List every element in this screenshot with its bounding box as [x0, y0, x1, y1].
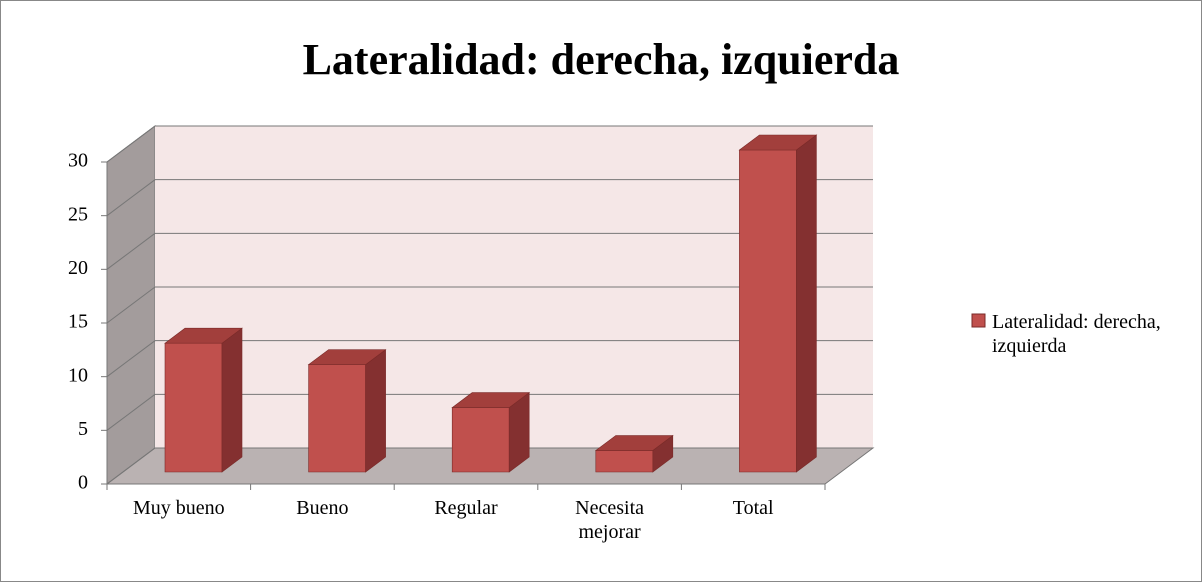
bar-side: [796, 134, 817, 473]
grid-line: [106, 393, 156, 431]
y-tick-label: 25: [68, 203, 88, 225]
bar-front: [595, 450, 654, 473]
grid-line: [106, 286, 156, 324]
grid-line: [106, 340, 156, 378]
x-tick-label: Muy bueno: [132, 497, 225, 519]
bar-top: [594, 435, 674, 451]
bar-top: [738, 134, 818, 151]
y-tick-label: 5: [78, 418, 88, 440]
bar-front: [451, 407, 510, 473]
x-tick-label: Regular: [434, 497, 498, 519]
x-tick-label: Necesita mejorar: [575, 497, 645, 543]
x-tick-label: Total: [732, 497, 774, 519]
y-tick-label: 20: [68, 257, 88, 279]
bar-top: [307, 349, 387, 365]
bar-front: [308, 364, 366, 473]
bar: [738, 134, 818, 473]
grid-line: [106, 232, 156, 270]
bar: [451, 392, 531, 473]
y-tick-label: 10: [68, 364, 88, 386]
y-tick-label: 0: [78, 472, 88, 494]
bar-top: [451, 392, 531, 408]
x-tick-label: Bueno: [296, 497, 349, 519]
bar-side: [365, 349, 386, 473]
grid-line: [106, 125, 156, 163]
bar: [307, 349, 387, 473]
y-tick-label: 30: [68, 150, 88, 172]
bar-side: [221, 327, 243, 473]
legend-label: Lateralidad: derecha, izquierda: [992, 311, 1161, 357]
grid-line: [106, 179, 156, 217]
y-tick-label: 15: [68, 311, 88, 333]
bar-top: [164, 327, 243, 344]
grid-line: [106, 447, 156, 485]
legend-swatch: [971, 313, 986, 328]
chart-title: Lateralidad: derecha, izquierda: [303, 35, 900, 84]
bar-front: [164, 342, 223, 473]
bar: [594, 434, 674, 473]
bar-front: [739, 149, 797, 473]
bar: [164, 327, 243, 473]
